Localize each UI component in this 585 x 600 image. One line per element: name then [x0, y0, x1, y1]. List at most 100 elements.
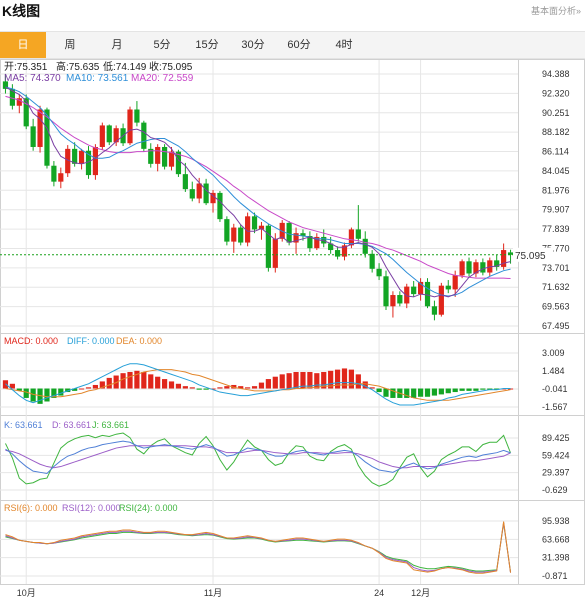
candle-body [92, 146, 99, 176]
x-tick-label: 11月 [204, 588, 222, 598]
macd-bar [321, 371, 327, 389]
k-line [5, 440, 511, 475]
kdj-label: D: 63.661 [52, 420, 91, 430]
candle-body [272, 238, 278, 268]
macd-bar [286, 373, 292, 389]
candle-body [438, 285, 444, 315]
candle-body [2, 81, 9, 89]
ma10-label: MA10: 73.561 [66, 73, 129, 84]
candle-body [148, 148, 154, 164]
j-line [5, 432, 512, 487]
tab-0[interactable]: 日 [0, 32, 46, 58]
tab-3[interactable]: 5分 [153, 39, 171, 51]
candle-body [23, 98, 29, 127]
candle-body [459, 261, 465, 276]
page-title: K线图 [2, 3, 41, 19]
kdj-y-tick: 29.397 [542, 468, 570, 478]
tab-2[interactable]: 月 [111, 39, 123, 51]
ohlc-close: 收:75.095 [149, 60, 193, 73]
candle-body [341, 245, 348, 257]
ohlc-open: 开:75.351 [4, 62, 48, 73]
price-y-tick: 69.563 [542, 302, 570, 312]
rsi12-line [5, 522, 512, 573]
macd-y-tick: -1.567 [542, 402, 568, 412]
candle-body [203, 183, 209, 204]
rsi-label: RSI(24): 0.000 [119, 503, 178, 513]
diff-line [5, 363, 511, 406]
rsi-label: RSI(12): 0.000 [62, 503, 121, 513]
tab-1[interactable]: 周 [64, 39, 76, 51]
ma5-label: MA5: 74.370 [4, 73, 61, 84]
candle-body [404, 286, 410, 304]
kdj-y-tick: 59.424 [542, 450, 570, 460]
fundamental-analysis-link[interactable]: 基本面分析» [530, 6, 581, 16]
candle-body [99, 125, 105, 147]
macd-bar [217, 387, 223, 389]
price-y-tick: 90.251 [542, 108, 570, 118]
candle-body [452, 275, 458, 290]
rsi-y-tick: 63.668 [542, 534, 570, 544]
candle-body [44, 109, 50, 166]
macd-bar [431, 388, 438, 396]
candle-body [217, 192, 223, 220]
price-y-tick: 71.632 [542, 282, 570, 292]
candle-body [196, 183, 202, 199]
price-y-tick: 75.770 [542, 243, 570, 253]
candle-body [265, 225, 271, 268]
candle-body [355, 229, 361, 239]
candle-body [231, 227, 237, 242]
tab-6[interactable]: 60分 [287, 39, 311, 51]
candle-body [328, 243, 334, 251]
macd-bar [189, 387, 195, 389]
candle-body [480, 262, 486, 273]
candle-body [293, 233, 299, 243]
macd-bar [72, 388, 78, 391]
candle-body [238, 227, 244, 243]
macd-bar [265, 379, 271, 389]
macd-bar [231, 384, 237, 389]
price-y-tick: 88.182 [542, 127, 570, 137]
kdj-label: J: 63.661 [92, 420, 129, 430]
candle-body [30, 126, 36, 147]
candle-body [314, 236, 320, 249]
candle-body [494, 260, 500, 267]
macd-bar [44, 388, 50, 402]
macd-bar [300, 371, 306, 389]
candle-body [155, 146, 161, 164]
macd-bar [369, 387, 375, 389]
price-y-tick: 86.114 [542, 147, 569, 157]
kdj-y-tick: -0.629 [542, 485, 568, 495]
candle-body [334, 250, 341, 257]
macd-bar [113, 375, 119, 389]
candle-body [286, 222, 292, 243]
tab-4[interactable]: 15分 [195, 39, 219, 51]
macd-bar [390, 388, 396, 398]
macd-bar [141, 371, 147, 389]
candle-body [383, 276, 389, 307]
candle-body [78, 150, 85, 164]
tab-5[interactable]: 30分 [241, 39, 265, 51]
macd-bar [224, 386, 230, 389]
candle-body [85, 150, 92, 176]
candle-body [51, 165, 57, 182]
rsi-y-tick: 95.938 [542, 516, 570, 526]
candle-body [245, 216, 251, 243]
candle-body [397, 295, 403, 304]
tab-7[interactable]: 4时 [335, 39, 353, 51]
x-tick-label: 24 [374, 588, 384, 598]
macd-bar [494, 388, 500, 390]
macd-bar [480, 388, 486, 390]
macd-bar [37, 388, 43, 404]
macd-bar [85, 387, 92, 389]
candle-body [411, 286, 417, 295]
macd-bar [355, 374, 361, 389]
candle-body [106, 125, 112, 143]
macd-bar [459, 388, 465, 391]
dea-line [5, 369, 511, 401]
price-y-tick: 94.388 [542, 69, 570, 79]
macd-bar [251, 386, 258, 389]
macd-bar [155, 376, 161, 389]
candle-body [369, 253, 375, 269]
macd-bar [245, 387, 251, 389]
candle-body [417, 281, 424, 295]
